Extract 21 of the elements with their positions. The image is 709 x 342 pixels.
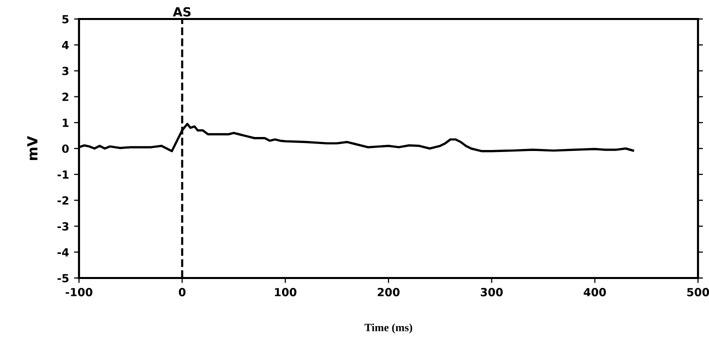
y-tick-label: 2 bbox=[62, 92, 68, 101]
y-tick-label: -5 bbox=[58, 274, 68, 282]
y-tick-label: 0 bbox=[62, 144, 69, 153]
x-axis-title: Time (ms) bbox=[364, 323, 412, 334]
y-tick-label: 3 bbox=[62, 66, 68, 76]
y-axis-title: mV bbox=[27, 136, 38, 160]
x-tick-label: 100 bbox=[274, 288, 296, 296]
y-tick-label: -4 bbox=[58, 248, 69, 256]
y-tick-label: 4 bbox=[62, 41, 69, 50]
x-tick-label: 500 bbox=[687, 288, 709, 296]
y-tick-label: -1 bbox=[58, 170, 69, 179]
x-tick-label: 300 bbox=[480, 288, 503, 296]
x-tick-label: 400 bbox=[584, 288, 606, 296]
x-tick-label: 0 bbox=[178, 288, 186, 296]
y-tick-label: 5 bbox=[62, 15, 68, 24]
y-tick-label: -2 bbox=[58, 196, 68, 205]
y-tick-label: -3 bbox=[58, 222, 68, 231]
x-tick-label: 200 bbox=[378, 288, 400, 296]
y-tick-label: 1 bbox=[62, 118, 69, 127]
x-tick-label: -100 bbox=[66, 288, 92, 296]
ref-line-label: AS bbox=[172, 7, 191, 17]
